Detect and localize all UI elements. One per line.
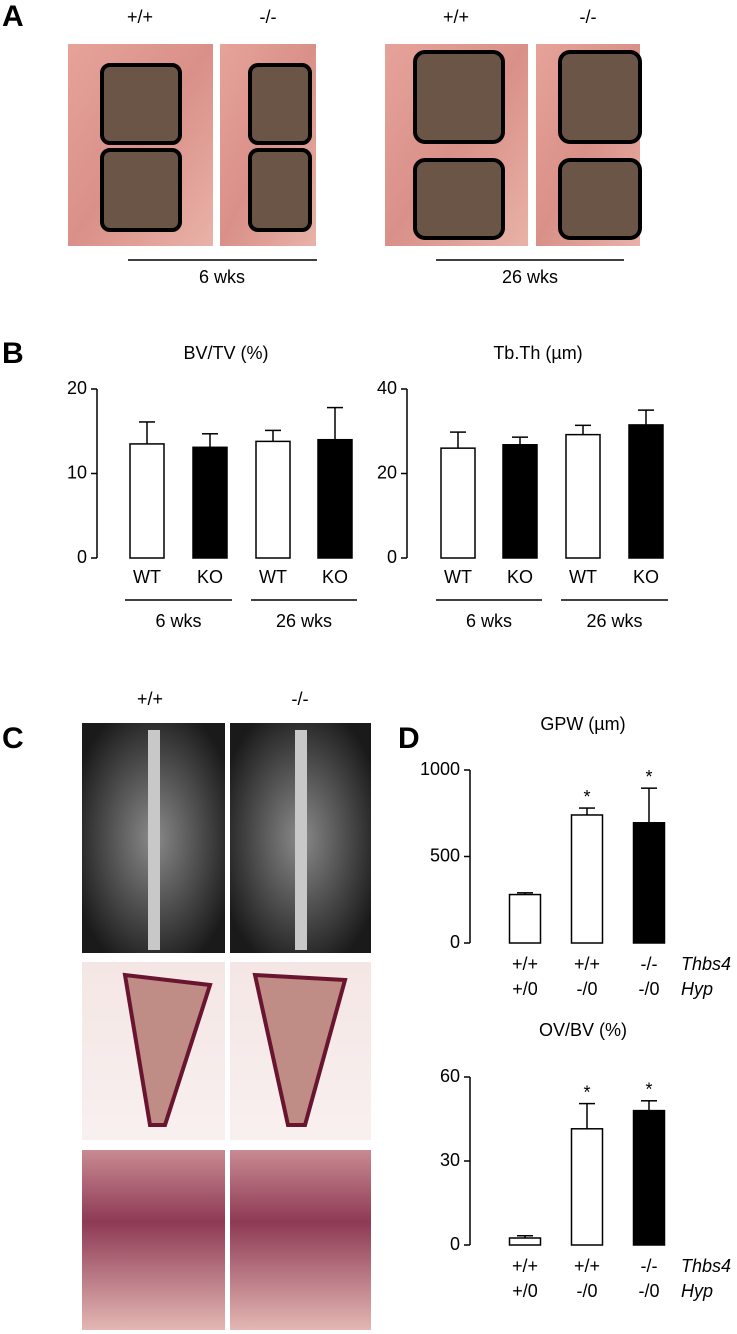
significance: * (645, 767, 652, 787)
y-tick-label: 40 (377, 378, 397, 398)
chart-title: OV/BV (%) (539, 1020, 627, 1040)
bar (255, 440, 291, 559)
group-label: 26 wks (276, 611, 332, 631)
x-tick-label: -/0 (576, 1281, 597, 1301)
y-tick-label: 500 (430, 845, 460, 865)
x-tick-label: +/+ (512, 1256, 538, 1276)
genotype-label: +/+ (137, 689, 163, 709)
x-tick-label: KO (507, 567, 533, 587)
significance: * (583, 787, 590, 807)
y-tick-label: 0 (450, 1234, 460, 1254)
y-tick-label: 0 (387, 547, 397, 567)
age-label: 6 wks (199, 267, 245, 287)
y-tick-label: 0 (77, 547, 87, 567)
y-tick-label: 1000 (420, 759, 460, 779)
row-label: Hyp (681, 1281, 713, 1301)
x-tick-label: WT (259, 567, 287, 587)
age-label: 26 wks (502, 267, 558, 287)
x-tick-label: KO (633, 567, 659, 587)
bar (317, 438, 353, 559)
genotype-label: +/+ (443, 7, 469, 27)
bar (565, 433, 601, 559)
genotype-label: -/- (580, 7, 597, 27)
panel-label: A (2, 0, 24, 33)
y-tick-label: 60 (440, 1066, 460, 1086)
y-tick-label: 20 (377, 462, 397, 482)
y-tick-label: 20 (67, 378, 87, 398)
bar (570, 1128, 604, 1246)
genotype-label: +/+ (127, 7, 153, 27)
significance: * (645, 1080, 652, 1100)
panel-label: C (2, 722, 24, 755)
y-tick-label: 0 (450, 932, 460, 952)
panel-label: B (2, 337, 24, 370)
bar (632, 1109, 666, 1246)
x-tick-label: -/0 (638, 1281, 659, 1301)
row-label: Hyp (681, 979, 713, 999)
chart-title: BV/TV (%) (183, 343, 268, 363)
y-tick-label: 10 (67, 462, 87, 482)
bar (502, 444, 538, 559)
x-tick-label: +/+ (512, 954, 538, 974)
x-tick-label: KO (322, 567, 348, 587)
row-label: Thbs4 (681, 1256, 731, 1276)
x-tick-label: WT (569, 567, 597, 587)
x-tick-label: -/- (641, 954, 658, 974)
x-tick-label: KO (197, 567, 223, 587)
bar (632, 822, 666, 944)
x-tick-label: WT (133, 567, 161, 587)
x-tick-label: +/+ (574, 1256, 600, 1276)
x-tick-label: -/0 (576, 979, 597, 999)
group-label: 6 wks (466, 611, 512, 631)
x-tick-label: -/0 (638, 979, 659, 999)
y-tick-label: 30 (440, 1150, 460, 1170)
chart-title: Tb.Th (µm) (493, 343, 582, 363)
panel-label: D (398, 722, 420, 755)
x-tick-label: +/0 (512, 1281, 538, 1301)
bar (508, 893, 542, 944)
bar (440, 447, 476, 559)
bar (570, 814, 604, 944)
x-tick-label: WT (444, 567, 472, 587)
histology-images (68, 44, 642, 261)
genotype-label: -/- (292, 689, 309, 709)
row-label: Thbs4 (681, 954, 731, 974)
x-tick-label: +/0 (512, 979, 538, 999)
bar (628, 424, 664, 559)
significance: * (583, 1082, 590, 1102)
genotype-label: -/- (260, 7, 277, 27)
bar (129, 443, 165, 559)
bar (192, 446, 228, 559)
group-label: 26 wks (586, 611, 642, 631)
chart-title: GPW (µm) (540, 714, 625, 734)
group-label: 6 wks (155, 611, 201, 631)
bar (508, 1237, 542, 1246)
x-tick-label: +/+ (574, 954, 600, 974)
x-tick-label: -/- (641, 1256, 658, 1276)
panel-c-images (82, 723, 371, 1330)
